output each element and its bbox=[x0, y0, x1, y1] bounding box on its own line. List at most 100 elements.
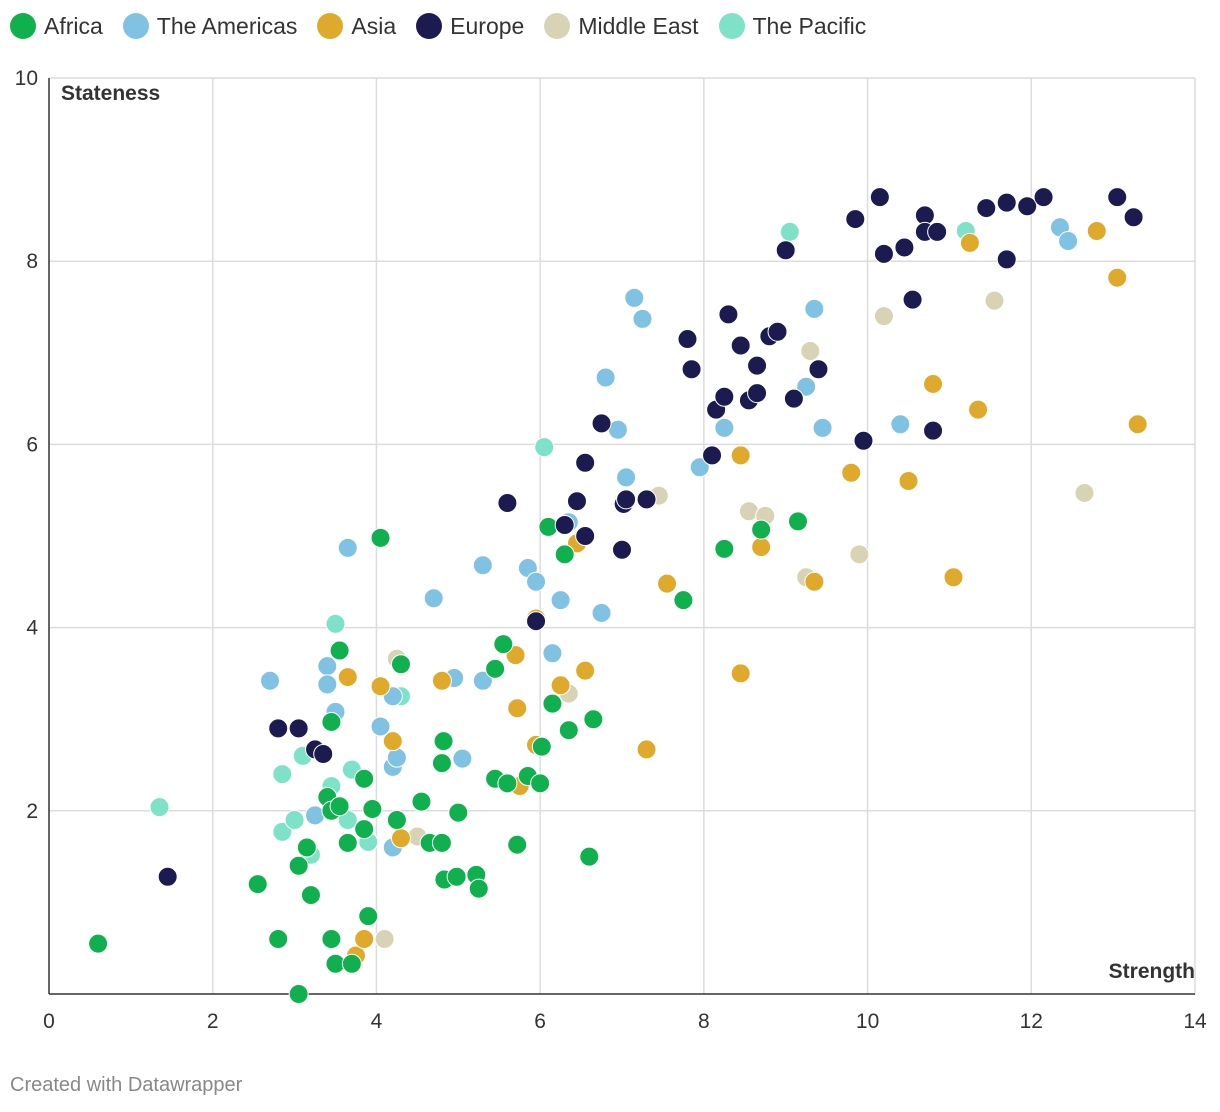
point-the-pacific-3 bbox=[284, 809, 305, 830]
point-europe-21 bbox=[718, 304, 739, 325]
point-the-americas-30 bbox=[804, 298, 825, 319]
point-the-americas-3 bbox=[317, 674, 338, 695]
point-africa-44 bbox=[554, 544, 575, 565]
point-africa-0 bbox=[88, 933, 109, 954]
legend-item-africa[interactable]: Africa bbox=[10, 13, 103, 40]
point-europe-32 bbox=[853, 430, 874, 451]
point-asia-26 bbox=[968, 399, 989, 420]
point-europe-35 bbox=[894, 237, 915, 258]
point-asia-12 bbox=[550, 675, 571, 696]
y-tick-label-6: 6 bbox=[26, 433, 38, 456]
point-middle-east-9 bbox=[849, 544, 870, 565]
point-the-pacific-13 bbox=[779, 221, 800, 242]
point-africa-29 bbox=[446, 866, 467, 887]
point-europe-24 bbox=[747, 355, 768, 376]
point-the-pacific-12 bbox=[534, 437, 555, 458]
point-africa-6 bbox=[300, 885, 321, 906]
point-asia-3 bbox=[370, 676, 391, 697]
x-tick-label-2: 2 bbox=[207, 1010, 219, 1033]
point-the-americas-18 bbox=[542, 643, 563, 664]
point-asia-29 bbox=[1127, 414, 1148, 435]
point-asia-18 bbox=[730, 663, 751, 684]
point-africa-17 bbox=[321, 711, 342, 732]
point-africa-23 bbox=[411, 791, 432, 812]
point-the-americas-25 bbox=[624, 287, 645, 308]
legend-item-europe[interactable]: Europe bbox=[416, 13, 524, 40]
point-europe-34 bbox=[873, 243, 894, 264]
point-the-americas-0 bbox=[260, 670, 281, 691]
y-tick-label-4: 4 bbox=[26, 617, 38, 640]
x-tick-label-8: 8 bbox=[698, 1010, 710, 1033]
point-the-americas-19 bbox=[550, 590, 571, 611]
point-europe-8 bbox=[566, 491, 587, 512]
point-europe-36 bbox=[902, 289, 923, 310]
point-europe-15 bbox=[636, 489, 657, 510]
y-axis-title: Stateness bbox=[61, 82, 160, 105]
legend-label-europe: Europe bbox=[450, 12, 525, 39]
legend-label-the-pacific: The Pacific bbox=[752, 12, 867, 39]
point-the-americas-26 bbox=[632, 308, 653, 329]
legend-item-asia[interactable]: Asia bbox=[317, 13, 396, 40]
point-the-pacific-2 bbox=[272, 821, 293, 842]
point-the-americas-31 bbox=[812, 417, 833, 438]
legend-label-the-americas: The Americas bbox=[156, 12, 298, 39]
point-asia-4 bbox=[382, 731, 403, 752]
point-europe-20 bbox=[714, 386, 735, 407]
point-europe-7 bbox=[554, 515, 575, 536]
point-africa-22 bbox=[358, 906, 379, 927]
point-middle-east-11 bbox=[984, 290, 1005, 311]
point-the-americas-13 bbox=[452, 748, 473, 769]
point-africa-39 bbox=[530, 773, 551, 794]
point-middle-east-12 bbox=[1074, 482, 1095, 503]
point-asia-5 bbox=[390, 828, 411, 849]
point-the-pacific-1 bbox=[272, 764, 293, 785]
point-asia-19 bbox=[751, 536, 772, 557]
point-europe-27 bbox=[767, 321, 788, 342]
point-europe-43 bbox=[996, 192, 1017, 213]
legend-swatch-middle-east bbox=[544, 13, 571, 39]
point-europe-17 bbox=[681, 359, 702, 380]
legend-label-asia: Asia bbox=[351, 12, 397, 39]
legend-swatch-africa bbox=[10, 13, 36, 39]
legend-item-the-pacific[interactable]: The Pacific bbox=[718, 12, 867, 40]
point-africa-48 bbox=[714, 538, 735, 559]
y-tick-label-2: 2 bbox=[26, 800, 38, 823]
point-africa-37 bbox=[493, 634, 514, 655]
point-asia-14 bbox=[575, 660, 596, 681]
point-the-americas-2 bbox=[317, 656, 338, 677]
x-tick-label-4: 4 bbox=[371, 1010, 383, 1033]
y-tick-label-8: 8 bbox=[26, 250, 38, 273]
point-asia-24 bbox=[943, 567, 964, 588]
point-africa-4 bbox=[288, 855, 309, 876]
footer-credit: Created with Datawrapper bbox=[10, 1074, 243, 1096]
point-africa-36 bbox=[485, 658, 506, 679]
point-africa-2 bbox=[268, 929, 289, 950]
legend-swatch-the-americas bbox=[122, 13, 149, 39]
point-middle-east-10 bbox=[873, 306, 894, 327]
point-europe-5 bbox=[497, 493, 518, 514]
legend-swatch-europe bbox=[416, 13, 443, 39]
point-the-americas-28 bbox=[714, 417, 735, 438]
point-africa-25 bbox=[431, 832, 452, 853]
point-africa-30 bbox=[448, 802, 469, 823]
point-africa-21 bbox=[386, 809, 407, 830]
legend-swatch-asia bbox=[317, 13, 344, 39]
point-asia-20 bbox=[804, 571, 825, 592]
point-europe-39 bbox=[923, 420, 944, 441]
legend-item-the-americas[interactable]: The Americas bbox=[122, 12, 298, 40]
point-europe-47 bbox=[1123, 207, 1144, 228]
point-europe-25 bbox=[747, 383, 768, 404]
point-europe-46 bbox=[1107, 187, 1128, 208]
point-africa-34 bbox=[497, 773, 518, 794]
point-africa-12 bbox=[329, 796, 350, 817]
point-the-americas-29 bbox=[796, 376, 817, 397]
point-africa-3 bbox=[288, 984, 309, 1004]
point-the-americas-15 bbox=[472, 670, 493, 691]
point-asia-23 bbox=[923, 373, 944, 394]
point-africa-14 bbox=[354, 819, 375, 840]
point-asia-7 bbox=[507, 698, 528, 719]
point-the-americas-14 bbox=[472, 555, 493, 576]
legend-item-middle-east[interactable]: Middle East bbox=[544, 13, 699, 40]
point-the-americas-11 bbox=[423, 588, 444, 609]
point-middle-east-8 bbox=[800, 340, 821, 361]
